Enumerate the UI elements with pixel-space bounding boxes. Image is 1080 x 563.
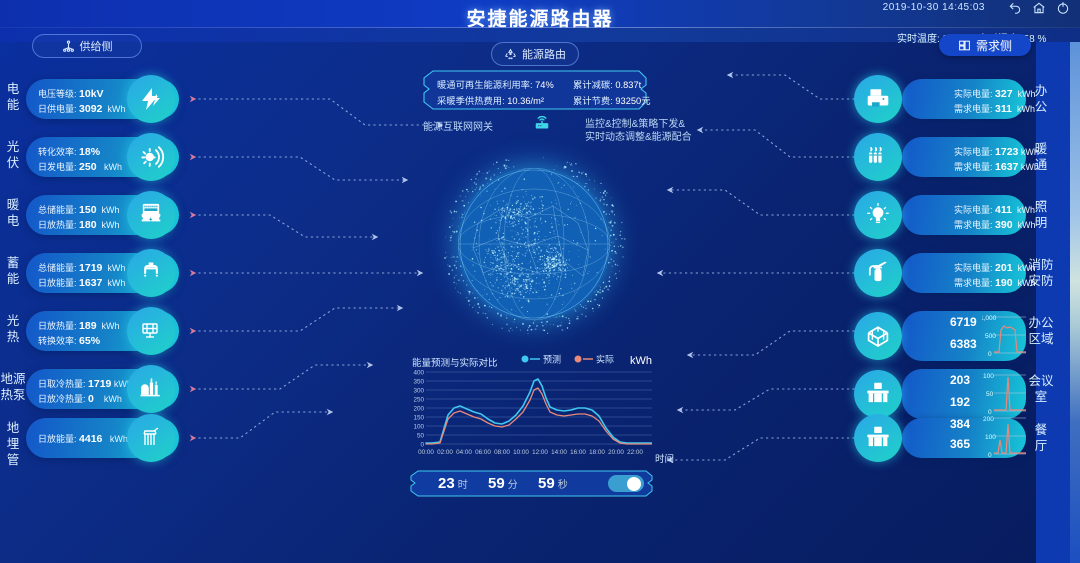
svg-text:08:00: 08:00	[494, 449, 510, 456]
svg-text:350: 350	[413, 379, 424, 386]
svg-text:100: 100	[413, 424, 424, 431]
svg-text:16:00: 16:00	[570, 449, 586, 456]
svg-text:100: 100	[985, 434, 996, 441]
svg-text:02:00: 02:00	[437, 449, 453, 456]
svg-text:06:00: 06:00	[475, 449, 491, 456]
svg-text:0: 0	[420, 442, 424, 449]
svg-text:22:00: 22:00	[627, 449, 643, 456]
svg-text:14:00: 14:00	[551, 449, 567, 456]
svg-text:20:00: 20:00	[608, 449, 624, 456]
svg-text:预测: 预测	[543, 355, 561, 365]
svg-text:500: 500	[985, 333, 996, 340]
svg-text:400: 400	[413, 370, 424, 377]
svg-text:0: 0	[988, 351, 992, 358]
svg-text:10:00: 10:00	[513, 449, 529, 456]
svg-text:18:00: 18:00	[589, 449, 605, 456]
svg-text:1,000: 1,000	[982, 315, 997, 322]
svg-text:50: 50	[986, 391, 994, 398]
svg-text:200: 200	[413, 406, 424, 413]
svg-text:300: 300	[413, 388, 424, 395]
svg-text:250: 250	[413, 397, 424, 404]
svg-text:200: 200	[983, 416, 994, 423]
svg-text:100: 100	[983, 373, 994, 380]
svg-text:50: 50	[417, 433, 425, 440]
svg-text:150: 150	[413, 415, 424, 422]
svg-text:12:00: 12:00	[532, 449, 548, 456]
svg-text:实际: 实际	[596, 354, 614, 365]
svg-text:00:00: 00:00	[418, 449, 434, 456]
svg-text:04:00: 04:00	[456, 449, 472, 456]
svg-text:0: 0	[988, 452, 992, 459]
